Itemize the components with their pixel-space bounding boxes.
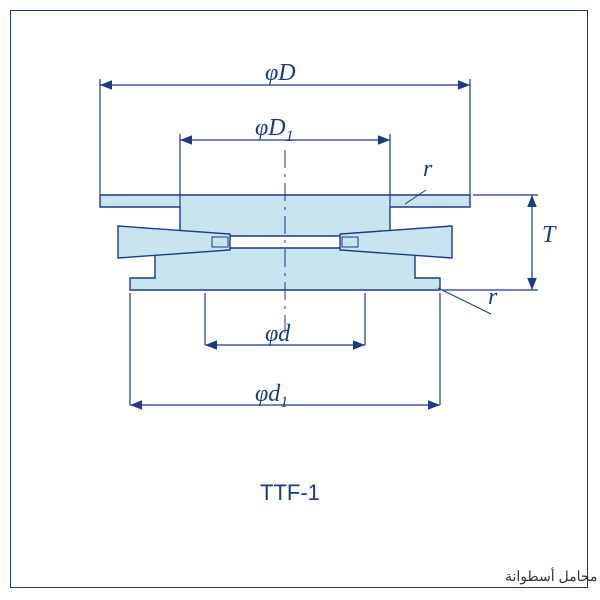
label-r-top: r: [423, 156, 432, 183]
label-T: T: [542, 222, 555, 249]
label-d: φd: [265, 321, 290, 348]
label-D1: φD1: [255, 115, 294, 146]
label-d1: φd1: [255, 381, 288, 412]
footer-text: محامل أسطوانة: [505, 568, 597, 585]
label-D: φD: [265, 60, 296, 87]
diagram-title: TTF-1: [260, 480, 320, 506]
label-r-bottom: r: [488, 284, 497, 311]
